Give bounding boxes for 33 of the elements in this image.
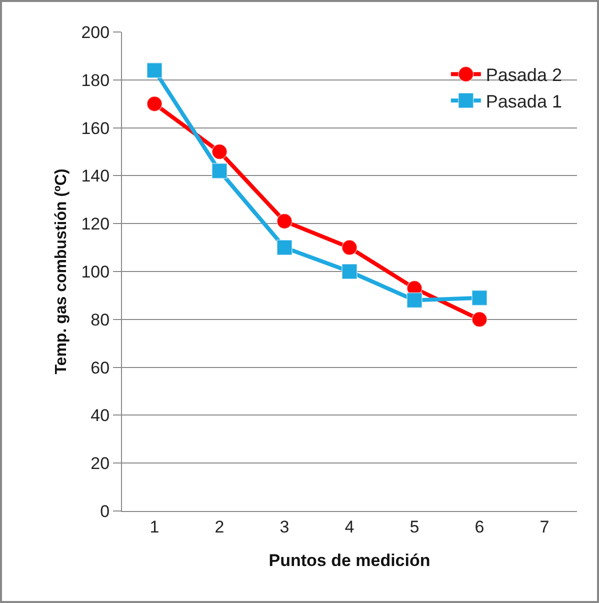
point xyxy=(276,213,292,230)
x-tick-label: 6 xyxy=(474,517,484,536)
point xyxy=(146,62,162,78)
y-tick-label: 200 xyxy=(81,22,110,42)
y-tick-label: 120 xyxy=(81,214,110,234)
point xyxy=(212,144,228,160)
x-axis-title: Puntos de medición xyxy=(268,550,430,570)
x-tick-label: 5 xyxy=(410,517,420,536)
point xyxy=(472,311,488,328)
y-tick-label: 160 xyxy=(81,118,110,138)
x-tick-label: 1 xyxy=(150,517,160,536)
y-tick-label: 60 xyxy=(90,358,110,378)
y-axis-title: Temp. gas combustión (ºC) xyxy=(53,168,70,374)
point xyxy=(212,162,228,179)
point xyxy=(342,240,358,256)
y-tick-label: 40 xyxy=(90,406,110,426)
y-tick-label: 20 xyxy=(90,454,110,474)
y-tick-label: 100 xyxy=(81,262,110,282)
point xyxy=(276,240,292,256)
y-tick-label: 80 xyxy=(90,310,110,330)
point xyxy=(472,290,488,306)
legend-label: Pasada 1 xyxy=(486,92,562,112)
y-tick-label: 140 xyxy=(81,166,110,186)
y-tick-label: 180 xyxy=(81,70,110,90)
point xyxy=(342,264,358,280)
x-tick-label: 3 xyxy=(280,517,290,536)
point xyxy=(146,96,162,112)
point xyxy=(406,292,422,308)
legend-label: Pasada 2 xyxy=(486,65,562,86)
y-tick-label: 0 xyxy=(100,502,110,521)
x-tick-label: 4 xyxy=(344,517,354,536)
x-tick-label: 2 xyxy=(214,517,224,536)
x-tick-label: 7 xyxy=(540,517,550,536)
